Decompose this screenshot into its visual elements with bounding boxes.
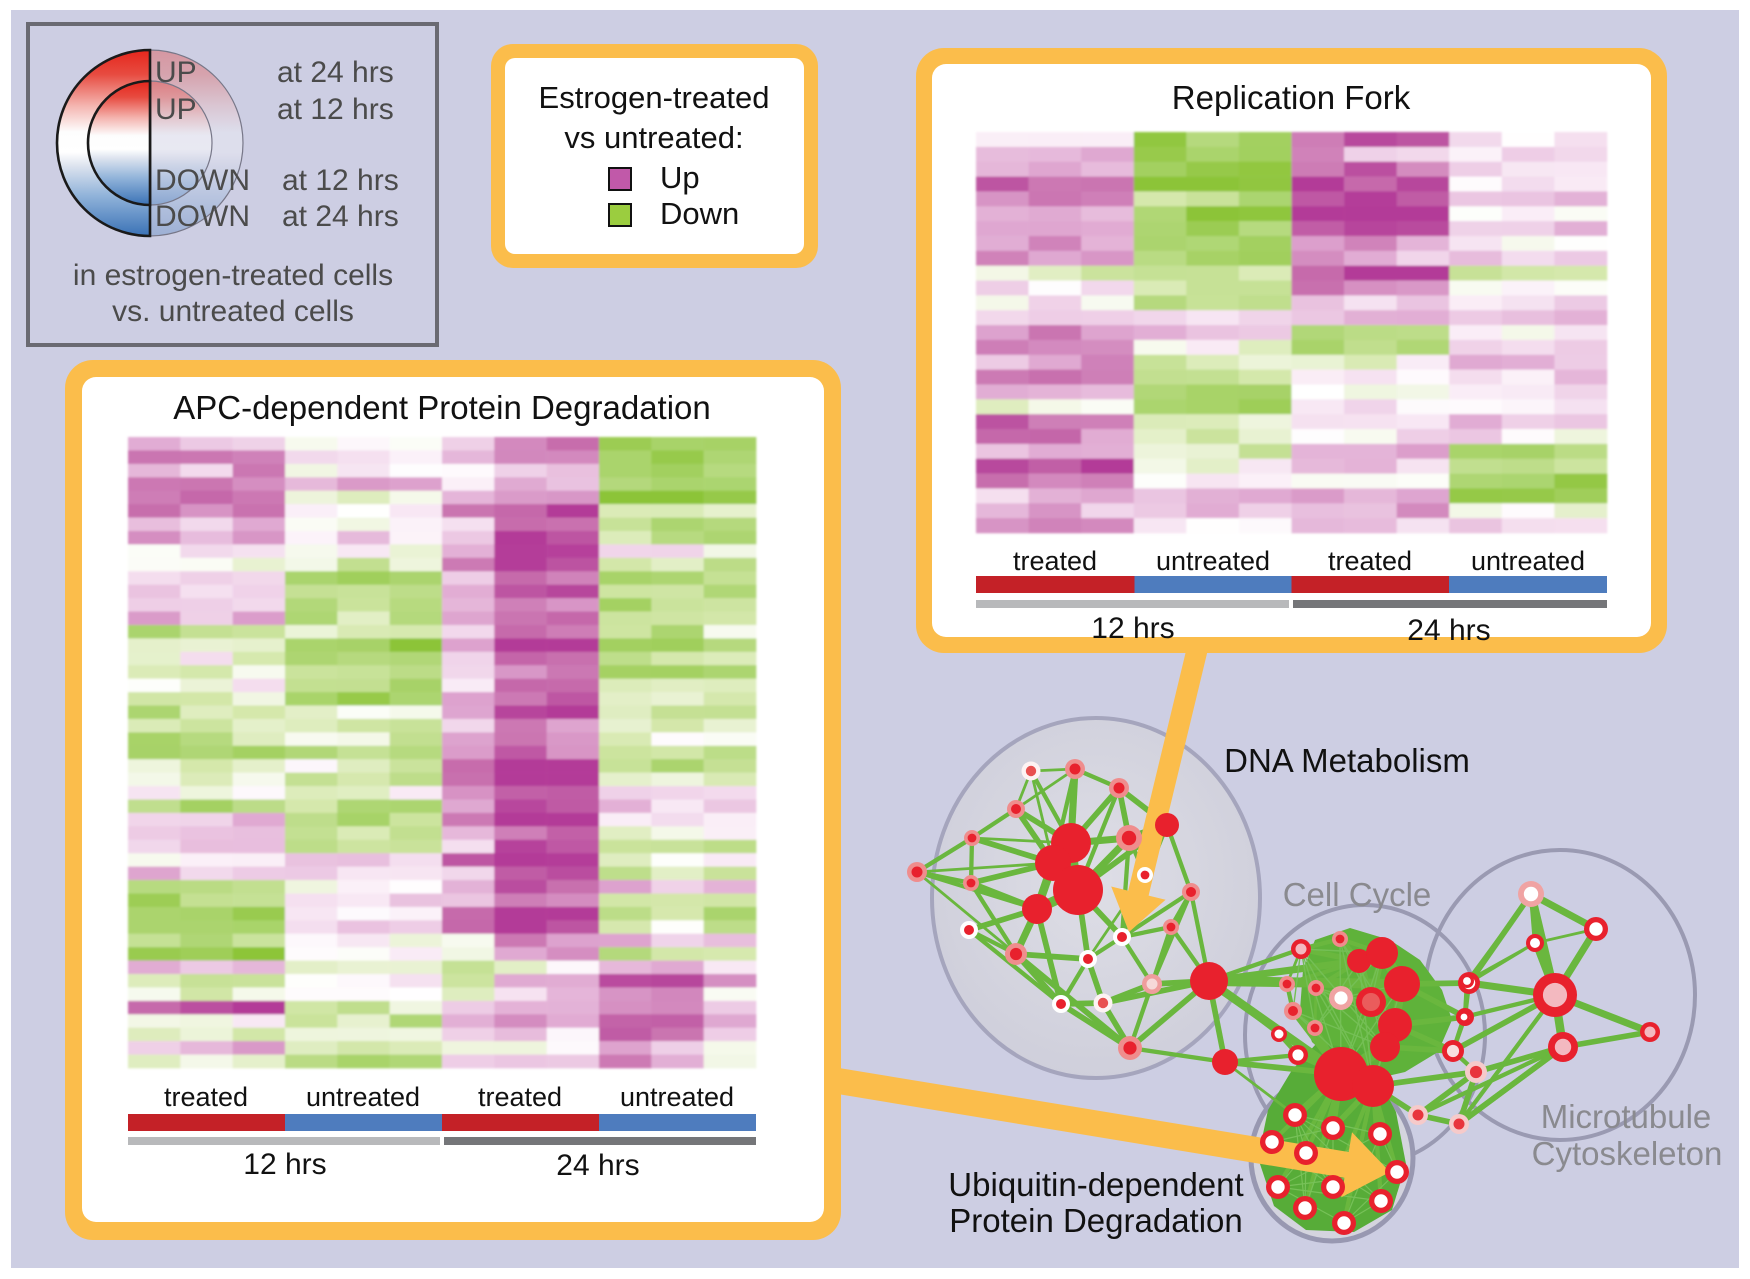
svg-text:vs. untreated cells: vs. untreated cells: [112, 295, 354, 328]
svg-text:untreated: untreated: [620, 1082, 734, 1112]
svg-text:in estrogen-treated cells: in estrogen-treated cells: [73, 259, 393, 292]
svg-text:DOWN: DOWN: [155, 200, 250, 233]
svg-text:DNA Metabolism: DNA Metabolism: [1224, 742, 1470, 779]
svg-text:treated: treated: [1013, 546, 1097, 576]
svg-text:vs untreated:: vs untreated:: [564, 120, 743, 155]
svg-text:Cell Cycle: Cell Cycle: [1283, 876, 1432, 913]
svg-text:Down: Down: [660, 196, 739, 231]
svg-text:Estrogen-treated: Estrogen-treated: [539, 80, 770, 115]
svg-text:at 24 hrs: at 24 hrs: [277, 56, 394, 89]
svg-text:Microtubule: Microtubule: [1541, 1098, 1712, 1135]
svg-text:Replication Fork: Replication Fork: [1172, 79, 1411, 116]
svg-text:24 hrs: 24 hrs: [1407, 614, 1490, 647]
svg-text:Cytoskeleton: Cytoskeleton: [1532, 1135, 1723, 1172]
svg-text:Up: Up: [660, 160, 700, 195]
svg-text:treated: treated: [478, 1082, 562, 1112]
svg-text:at 24 hrs: at 24 hrs: [282, 200, 399, 233]
svg-text:APC-dependent Protein Degradat: APC-dependent Protein Degradation: [173, 389, 711, 426]
svg-text:DOWN: DOWN: [155, 164, 250, 197]
svg-text:UP: UP: [155, 56, 197, 89]
svg-text:at 12 hrs: at 12 hrs: [277, 93, 394, 126]
svg-text:Protein Degradation: Protein Degradation: [949, 1202, 1243, 1239]
svg-text:treated: treated: [1328, 546, 1412, 576]
svg-text:untreated: untreated: [1156, 546, 1270, 576]
svg-text:untreated: untreated: [306, 1082, 420, 1112]
svg-text:12 hrs: 12 hrs: [243, 1148, 326, 1181]
svg-text:treated: treated: [164, 1082, 248, 1112]
svg-text:24 hrs: 24 hrs: [556, 1149, 639, 1182]
svg-text:at 12 hrs: at 12 hrs: [282, 164, 399, 197]
svg-text:UP: UP: [155, 93, 197, 126]
svg-text:12 hrs: 12 hrs: [1091, 612, 1174, 645]
svg-text:Ubiquitin-dependent: Ubiquitin-dependent: [948, 1166, 1243, 1203]
svg-text:untreated: untreated: [1471, 546, 1585, 576]
